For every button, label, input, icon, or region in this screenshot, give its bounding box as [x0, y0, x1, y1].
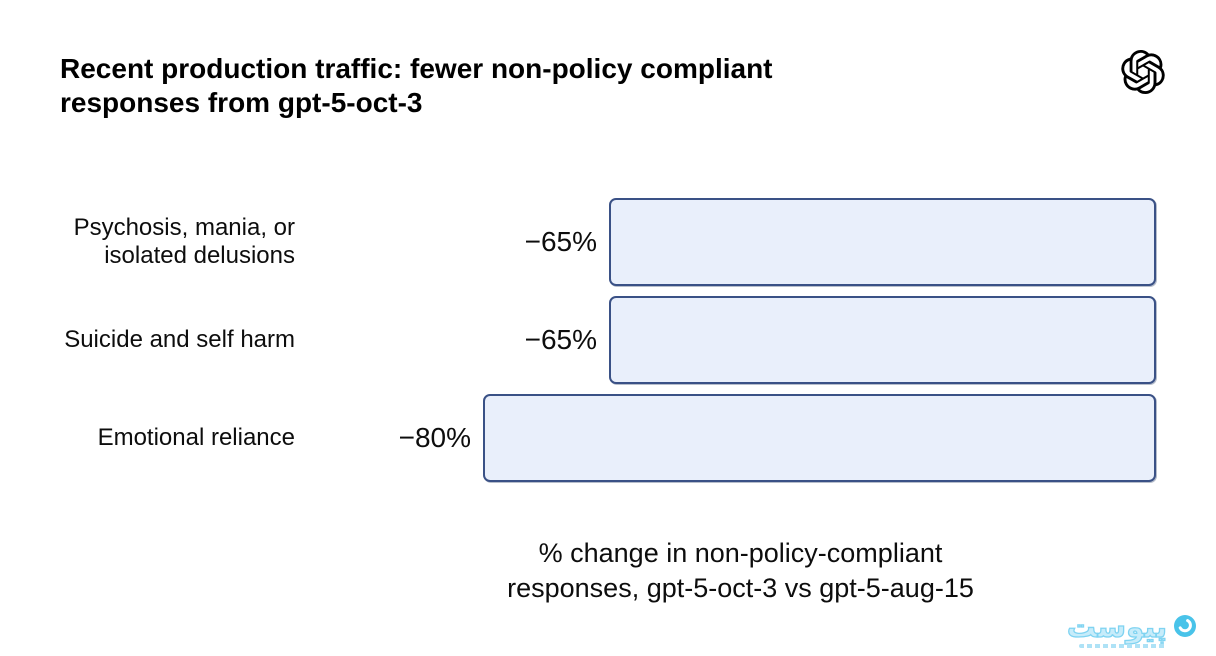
bar-zone: −65% [295, 296, 1156, 384]
bar-chart: Psychosis, mania, or isolated delusions … [45, 198, 1156, 482]
bar [483, 394, 1156, 482]
bar-row: Psychosis, mania, or isolated delusions … [45, 198, 1156, 286]
bar [609, 198, 1156, 286]
bar [609, 296, 1156, 384]
value-label: −65% [524, 324, 597, 355]
bar-zone: −80% [295, 394, 1156, 482]
x-axis-label: % change in non-policy-compliant respons… [310, 536, 1171, 606]
watermark-text: پیوست [1066, 610, 1168, 648]
x-axis-label-line-1: % change in non-policy-compliant [538, 538, 943, 568]
bar-row: Emotional reliance −80% [45, 394, 1156, 482]
openai-logo-icon [1121, 50, 1165, 94]
bar-row: Suicide and self harm −65% [45, 296, 1156, 384]
page-title-line-2: responses from gpt-5-oct-3 [60, 87, 423, 118]
category-label: Emotional reliance [97, 423, 295, 451]
category-label: Suicide and self harm [64, 325, 295, 353]
page-title: Recent production traffic: fewer non-pol… [60, 52, 773, 120]
watermark-swoosh-icon [1174, 615, 1196, 637]
page-title-line-1: Recent production traffic: fewer non-pol… [60, 53, 773, 84]
watermark: پیوست [1066, 610, 1196, 648]
bar-zone: −65% [295, 198, 1156, 286]
x-axis-label-line-2: responses, gpt-5-oct-3 vs gpt-5-aug-15 [507, 573, 974, 603]
category-label: Psychosis, mania, or isolated delusions [73, 213, 295, 269]
watermark-brand: پیوست [1066, 610, 1167, 644]
value-label: −65% [524, 226, 597, 257]
watermark-tagline [1079, 644, 1167, 648]
value-label: −80% [398, 422, 471, 453]
